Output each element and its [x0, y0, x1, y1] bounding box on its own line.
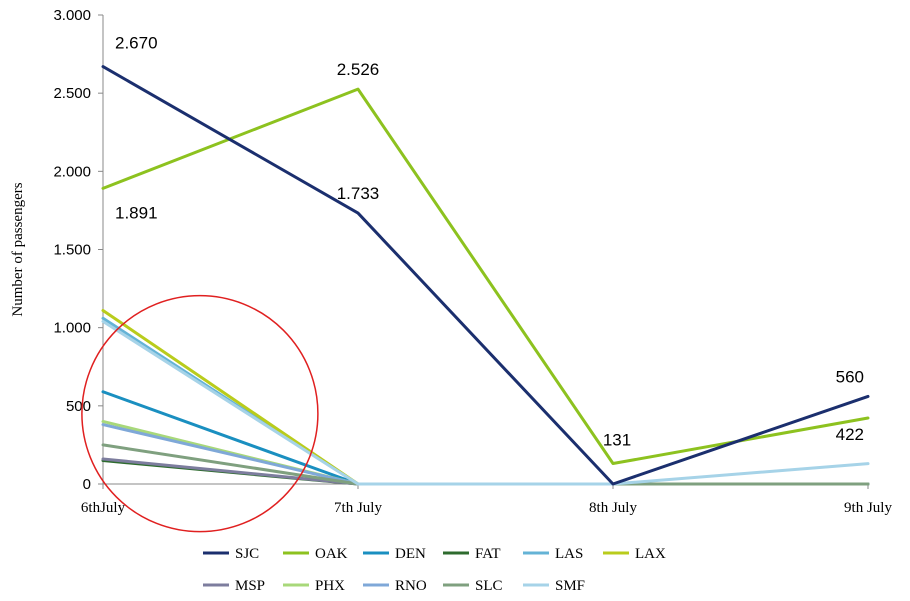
- x-tick-label: 9th July: [844, 500, 892, 516]
- legend-label: SMF: [555, 578, 585, 594]
- y-tick-label: 2.000: [53, 163, 91, 180]
- y-tick-label: 500: [66, 398, 91, 415]
- chart-annotations: [81, 294, 319, 533]
- series-line-lax: [101, 308, 870, 486]
- data-labels: 2.670 1.891 2.526 1.733 131 560 422: [115, 34, 864, 450]
- chart-axes: 0 500 1.000 1.500 2.000 2.500 3.000 6thJuly 7th …: [10, 7, 892, 516]
- y-axis-title: Number of passengers: [10, 182, 26, 316]
- series-line-oak: [101, 87, 870, 466]
- data-label: 1.733: [337, 184, 380, 203]
- y-tick-label: 0: [83, 476, 91, 493]
- legend-label: PHX: [315, 578, 345, 594]
- y-tick-label: 1.500: [53, 242, 91, 259]
- legend-label: OAK: [315, 546, 348, 562]
- highlight-circle: [81, 294, 319, 533]
- data-label: 2.670: [115, 34, 158, 53]
- y-tick-label: 2.500: [53, 85, 91, 102]
- legend: SJC OAK DEN FAT LAS LAX MSP PHX RNO SLC SMF: [203, 546, 666, 594]
- y-tick-label: 1.000: [53, 320, 91, 337]
- data-label: 422: [836, 425, 864, 444]
- legend-label: LAS: [555, 546, 583, 562]
- data-label: 560: [836, 367, 864, 386]
- x-tick-label: 6thJuly: [81, 500, 126, 516]
- data-label: 2.526: [337, 60, 380, 79]
- legend-label: MSP: [235, 578, 265, 594]
- legend-label: SLC: [475, 578, 503, 594]
- series-line-las: [101, 316, 870, 486]
- data-label: 1.891: [115, 203, 158, 222]
- legend-label: LAX: [635, 546, 666, 562]
- legend-label: FAT: [475, 546, 501, 562]
- data-label: 131: [603, 431, 631, 450]
- legend-label: RNO: [395, 578, 427, 594]
- x-tick-label: 7th July: [334, 500, 382, 516]
- series-line-sjc: [101, 65, 870, 486]
- y-tick-label: 3.000: [53, 7, 91, 24]
- series-lines: [101, 65, 870, 486]
- legend-label: SJC: [235, 546, 259, 562]
- series-line-smf: [101, 319, 870, 486]
- legend-label: DEN: [395, 546, 426, 562]
- x-tick-label: 8th July: [589, 500, 637, 516]
